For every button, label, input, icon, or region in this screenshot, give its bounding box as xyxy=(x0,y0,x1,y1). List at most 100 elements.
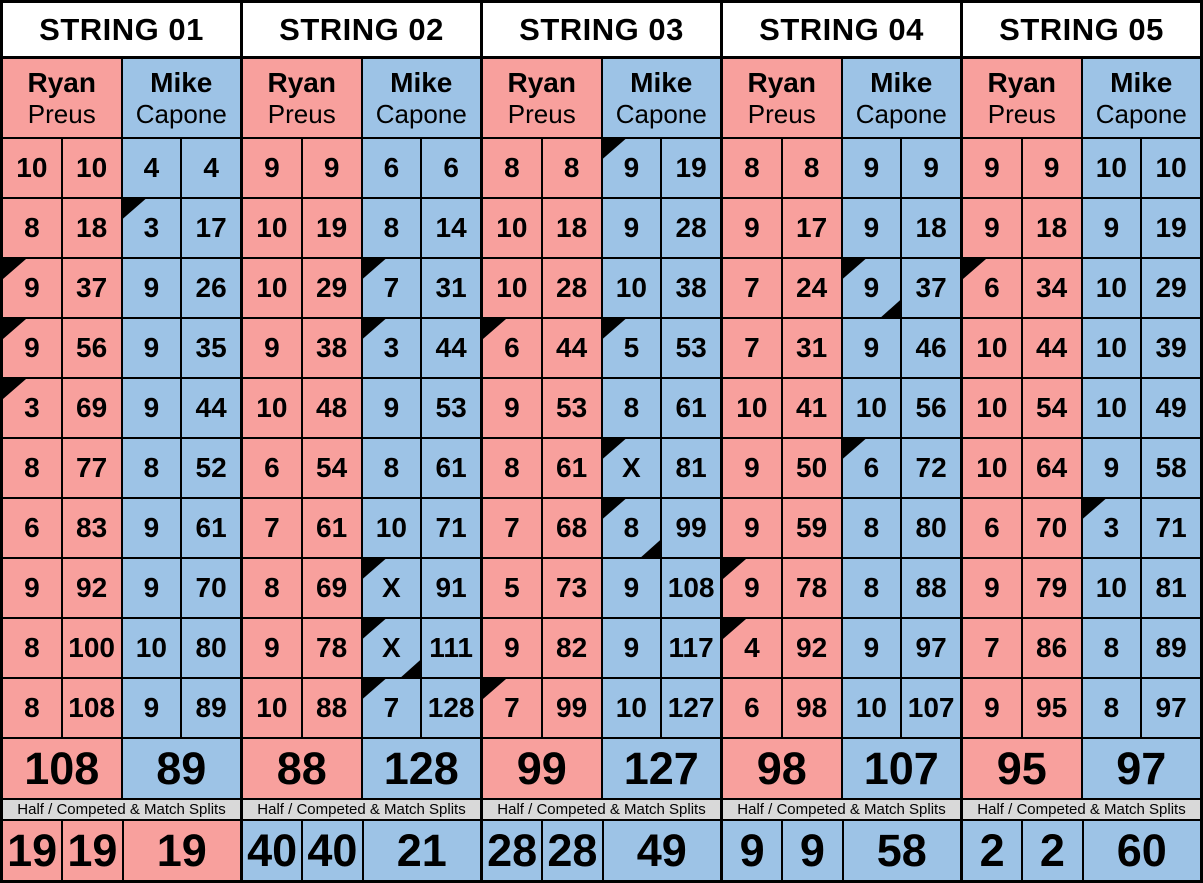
split-value-cell[interactable]: 28 xyxy=(483,821,544,880)
frame-total-cell-ryan[interactable]: 18 xyxy=(1022,199,1083,257)
frame-score-cell-ryan[interactable]: 9 xyxy=(3,319,63,377)
frame-score-cell-mike[interactable]: X xyxy=(362,619,423,677)
frame-score-cell-mike[interactable]: 10 xyxy=(1082,319,1143,377)
frame-score-cell-ryan[interactable]: 10 xyxy=(3,139,63,197)
frame-total-cell-ryan[interactable]: 100 xyxy=(62,619,123,677)
frame-score-cell-mike[interactable]: 6 xyxy=(362,139,423,197)
match-running-total-cell[interactable]: 21 xyxy=(363,821,480,880)
frame-total-cell-mike[interactable]: 108 xyxy=(662,559,720,617)
frame-total-cell-ryan[interactable]: 61 xyxy=(542,439,603,497)
frame-total-cell-ryan[interactable]: 18 xyxy=(62,199,123,257)
frame-total-cell-mike[interactable]: 89 xyxy=(1142,619,1200,677)
split-value-cell[interactable]: 9 xyxy=(783,821,844,880)
frame-score-cell-mike[interactable]: 9 xyxy=(602,199,663,257)
frame-total-cell-mike[interactable]: 18 xyxy=(902,199,960,257)
frame-total-cell-mike[interactable]: 58 xyxy=(1142,439,1200,497)
frame-score-cell-ryan[interactable]: 9 xyxy=(483,379,543,437)
frame-score-cell-ryan[interactable]: 9 xyxy=(3,559,63,617)
frame-total-cell-mike[interactable]: 97 xyxy=(1142,679,1200,737)
frame-total-cell-mike[interactable]: 107 xyxy=(902,679,960,737)
frame-total-cell-ryan[interactable]: 38 xyxy=(302,319,363,377)
frame-score-cell-ryan[interactable]: 8 xyxy=(3,619,63,677)
frame-total-cell-mike[interactable]: 89 xyxy=(182,679,240,737)
frame-total-cell-ryan[interactable]: 61 xyxy=(302,499,363,557)
frame-score-cell-mike[interactable]: 9 xyxy=(362,379,423,437)
frame-score-cell-mike[interactable]: 10 xyxy=(1082,559,1143,617)
frame-score-cell-ryan[interactable]: 10 xyxy=(723,379,783,437)
frame-score-cell-ryan[interactable]: 9 xyxy=(3,259,63,317)
frame-total-cell-mike[interactable]: 26 xyxy=(182,259,240,317)
frame-score-cell-mike[interactable]: 3 xyxy=(122,199,183,257)
frame-score-cell-ryan[interactable]: 7 xyxy=(723,319,783,377)
frame-total-cell-ryan[interactable]: 78 xyxy=(782,559,843,617)
frame-score-cell-mike[interactable]: 9 xyxy=(122,259,183,317)
frame-total-cell-ryan[interactable]: 92 xyxy=(62,559,123,617)
frame-score-cell-ryan[interactable]: 8 xyxy=(483,439,543,497)
frame-score-cell-ryan[interactable]: 7 xyxy=(723,259,783,317)
frame-total-cell-mike[interactable]: 44 xyxy=(182,379,240,437)
frame-total-cell-mike[interactable]: 52 xyxy=(182,439,240,497)
frame-total-cell-mike[interactable]: 81 xyxy=(1142,559,1200,617)
frame-total-cell-mike[interactable]: 71 xyxy=(1142,499,1200,557)
frame-score-cell-mike[interactable]: 8 xyxy=(602,379,663,437)
frame-score-cell-ryan[interactable]: 9 xyxy=(723,559,783,617)
frame-score-cell-mike[interactable]: 9 xyxy=(842,619,903,677)
frame-score-cell-mike[interactable]: 8 xyxy=(122,439,183,497)
frame-score-cell-mike[interactable]: 3 xyxy=(362,319,423,377)
frame-total-cell-mike[interactable]: 61 xyxy=(662,379,720,437)
frame-total-cell-ryan[interactable]: 17 xyxy=(782,199,843,257)
frame-total-cell-ryan[interactable]: 31 xyxy=(782,319,843,377)
frame-score-cell-mike[interactable]: 10 xyxy=(842,379,903,437)
split-value-cell[interactable]: 40 xyxy=(243,821,304,880)
frame-score-cell-mike[interactable]: 5 xyxy=(602,319,663,377)
match-running-total-cell[interactable]: 60 xyxy=(1083,821,1200,880)
match-running-total-cell[interactable]: 19 xyxy=(123,821,240,880)
frame-score-cell-ryan[interactable]: 10 xyxy=(243,679,303,737)
frame-total-cell-mike[interactable]: 117 xyxy=(662,619,720,677)
frame-total-cell-mike[interactable]: 19 xyxy=(662,139,720,197)
frame-total-cell-mike[interactable]: 127 xyxy=(662,679,720,737)
frame-score-cell-ryan[interactable]: 6 xyxy=(963,259,1023,317)
frame-total-cell-ryan[interactable]: 59 xyxy=(782,499,843,557)
frame-score-cell-mike[interactable]: 10 xyxy=(1082,139,1143,197)
frame-score-cell-ryan[interactable]: 9 xyxy=(723,439,783,497)
frame-score-cell-ryan[interactable]: 9 xyxy=(723,499,783,557)
frame-score-cell-ryan[interactable]: 9 xyxy=(723,199,783,257)
frame-score-cell-mike[interactable]: 10 xyxy=(1082,259,1143,317)
frame-total-cell-ryan[interactable]: 9 xyxy=(302,139,363,197)
string-total-cell-ryan[interactable]: 95 xyxy=(963,739,1083,798)
split-value-cell[interactable]: 19 xyxy=(3,821,64,880)
frame-total-cell-mike[interactable]: 10 xyxy=(1142,139,1200,197)
frame-total-cell-mike[interactable]: 61 xyxy=(182,499,240,557)
frame-total-cell-mike[interactable]: 29 xyxy=(1142,259,1200,317)
frame-total-cell-mike[interactable]: 14 xyxy=(422,199,480,257)
string-total-cell-ryan[interactable]: 99 xyxy=(483,739,603,798)
frame-score-cell-mike[interactable]: X xyxy=(362,559,423,617)
frame-total-cell-ryan[interactable]: 54 xyxy=(1022,379,1083,437)
frame-score-cell-ryan[interactable]: 8 xyxy=(243,559,303,617)
frame-score-cell-ryan[interactable]: 10 xyxy=(963,379,1023,437)
frame-score-cell-mike[interactable]: 9 xyxy=(602,619,663,677)
frame-score-cell-ryan[interactable]: 6 xyxy=(483,319,543,377)
frame-total-cell-ryan[interactable]: 34 xyxy=(1022,259,1083,317)
frame-total-cell-ryan[interactable]: 24 xyxy=(782,259,843,317)
frame-score-cell-mike[interactable]: 10 xyxy=(842,679,903,737)
frame-total-cell-ryan[interactable]: 98 xyxy=(782,679,843,737)
frame-total-cell-mike[interactable]: 80 xyxy=(902,499,960,557)
frame-score-cell-mike[interactable]: 9 xyxy=(122,319,183,377)
frame-score-cell-mike[interactable]: 10 xyxy=(122,619,183,677)
frame-score-cell-ryan[interactable]: 6 xyxy=(723,679,783,737)
frame-total-cell-mike[interactable]: 72 xyxy=(902,439,960,497)
split-value-cell[interactable]: 19 xyxy=(63,821,124,880)
frame-score-cell-ryan[interactable]: 9 xyxy=(243,619,303,677)
split-value-cell[interactable]: 2 xyxy=(963,821,1024,880)
frame-score-cell-mike[interactable]: 9 xyxy=(602,559,663,617)
frame-total-cell-mike[interactable]: 70 xyxy=(182,559,240,617)
frame-score-cell-mike[interactable]: X xyxy=(602,439,663,497)
frame-total-cell-ryan[interactable]: 79 xyxy=(1022,559,1083,617)
frame-score-cell-mike[interactable]: 8 xyxy=(602,499,663,557)
frame-score-cell-ryan[interactable]: 6 xyxy=(963,499,1023,557)
frame-total-cell-ryan[interactable]: 56 xyxy=(62,319,123,377)
frame-total-cell-mike[interactable]: 35 xyxy=(182,319,240,377)
string-total-cell-mike[interactable]: 97 xyxy=(1082,739,1200,798)
